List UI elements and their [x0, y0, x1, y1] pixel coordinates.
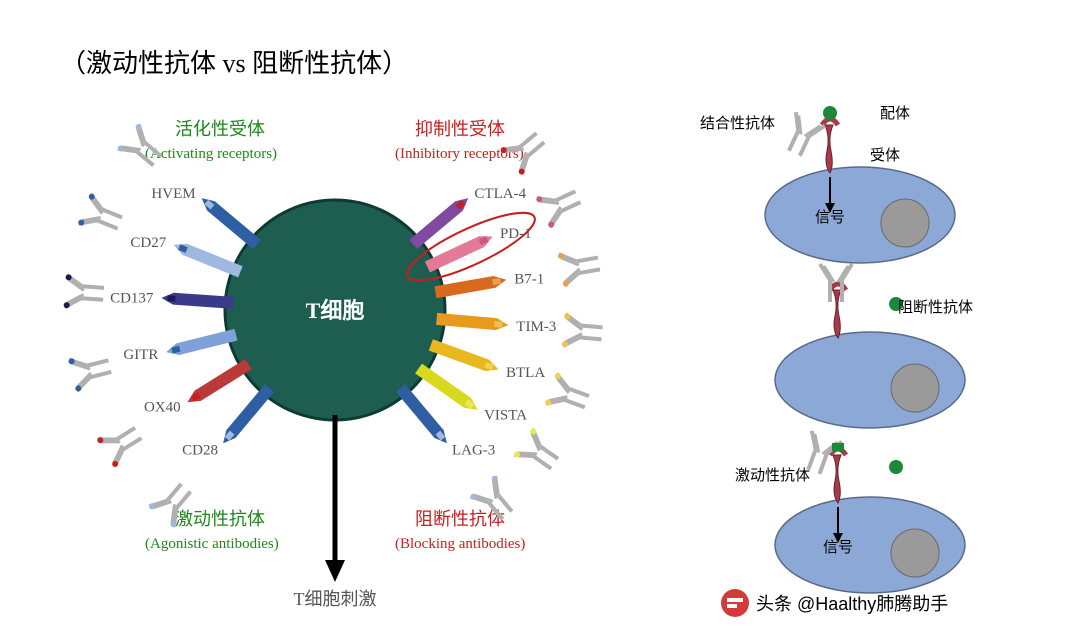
receptor-label-CD28: CD28: [182, 442, 218, 458]
antibody-icon: [544, 372, 592, 417]
receptor-CD28: [219, 384, 274, 447]
antibody-icon: [499, 125, 551, 176]
ligand-icon: [823, 106, 837, 120]
receptor-BTLA: [429, 339, 501, 375]
cell-icon: [775, 497, 965, 593]
receptor-OX40: [184, 359, 251, 407]
watermark: 头条 @Haalthy肺腾助手: [721, 589, 948, 617]
stim-label: T细胞刺激: [294, 589, 377, 609]
cell-icon: [765, 167, 955, 263]
receptor-icon: [833, 290, 841, 338]
svg-text:抑制性受体: 抑制性受体: [415, 119, 505, 139]
receptor-label-HVEM: HVEM: [151, 186, 195, 202]
antibody-icon: [558, 247, 602, 287]
receptor-label-VISTA: VISTA: [484, 407, 527, 423]
receptor-HVEM: [198, 194, 261, 249]
svg-text:激动性抗体: 激动性抗体: [175, 509, 265, 529]
ligand-icon: [889, 460, 903, 474]
receptor-label-CD137: CD137: [110, 290, 154, 306]
ligand-label: 配体: [880, 105, 910, 122]
svg-text:(Activating receptors): (Activating receptors): [145, 146, 277, 162]
receptor-label-B7-1: B7-1: [514, 271, 544, 287]
receptor-label-CTLA-4: CTLA-4: [474, 186, 526, 202]
antibody-icon: [77, 193, 126, 239]
antibody-icon: [513, 427, 564, 477]
svg-text:阻断性抗体: 阻断性抗体: [415, 509, 505, 529]
receptor-TIM-3: [436, 313, 509, 331]
receptor-icon: [833, 455, 841, 503]
cell-icon: [775, 332, 965, 428]
diagram-title: （激动性抗体 vs 阻断性抗体）: [60, 49, 408, 78]
receptor-PD-1: [425, 231, 495, 272]
receptor-label-CD27: CD27: [130, 235, 166, 251]
antibody-icon: [562, 313, 604, 350]
signal-label: 信号: [823, 539, 853, 556]
t-cell-label: T细胞: [306, 298, 365, 323]
inhibitory-header: 抑制性受体 (Inhibitory receptors): [395, 119, 524, 162]
antibody-icon: [96, 419, 147, 469]
receptor-label: 受体: [870, 147, 900, 164]
receptor-CD27: [171, 239, 242, 277]
receptor-label-GITR: GITR: [123, 347, 158, 363]
receptor-B7-1: [434, 274, 507, 298]
receptor-VISTA: [415, 364, 481, 415]
antibody-icon: [68, 350, 114, 392]
receptor-label-OX40: OX40: [144, 399, 181, 415]
svg-text:头条 @Haalthy肺腾助手: 头条 @Haalthy肺腾助手: [756, 594, 948, 614]
blocking-ab-label: 阻断性抗体: [898, 299, 973, 316]
signal-label: 信号: [815, 209, 845, 226]
activating-header: 活化性受体 (Activating receptors): [145, 119, 277, 162]
receptor-GITR: [165, 329, 238, 358]
stimulation-arrow: T细胞刺激: [294, 415, 377, 609]
antibody-icon: [780, 112, 825, 160]
svg-text:活化性受体: 活化性受体: [175, 119, 265, 139]
agonistic-header: 激动性抗体 (Agonistic antibodies): [145, 509, 279, 552]
receptor-label-TIM-3: TIM-3: [516, 319, 556, 335]
antibody-icon: [535, 181, 585, 228]
antibody-icon: [63, 274, 104, 311]
binding-ab-label: 结合性抗体: [700, 115, 775, 132]
receptor-label-BTLA: BTLA: [506, 365, 545, 381]
receptor-label-PD-1: PD-1: [500, 226, 532, 242]
svg-text:(Blocking antibodies): (Blocking antibodies): [395, 536, 525, 552]
agonistic-ab-label: 激动性抗体: [735, 467, 810, 484]
receptor-CTLA-4: [409, 194, 472, 249]
blocking-header: 阻断性抗体 (Blocking antibodies): [395, 509, 525, 552]
svg-text:(Agonistic antibodies): (Agonistic antibodies): [145, 536, 279, 552]
receptor-label-LAG-3: LAG-3: [452, 442, 495, 458]
receptor-CD137: [161, 292, 234, 309]
receptor-LAG-3: [396, 384, 451, 447]
receptor-icon: [825, 125, 833, 173]
